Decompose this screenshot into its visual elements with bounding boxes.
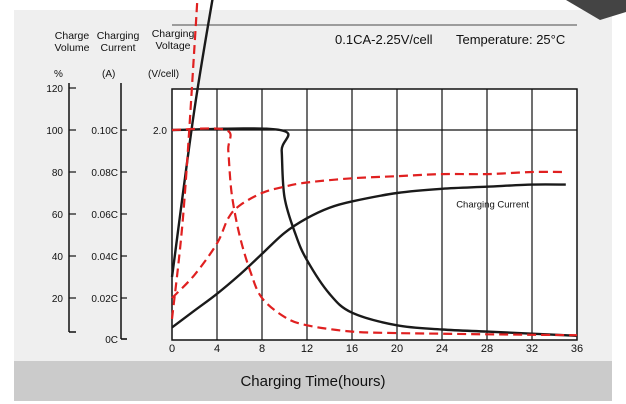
volume-tick-label: 80: [52, 168, 64, 179]
current-tick-label: 0C: [105, 335, 118, 346]
plot-area: [171, 88, 578, 341]
volume-tick-label: 100: [46, 126, 63, 137]
hundred-percent-charged-volume-line: [171, 183, 566, 329]
x-tick-label: 12: [301, 343, 313, 355]
charging-voltage-label: Charging Voltage: [152, 28, 195, 52]
charging-current-label: Charging Current: [97, 30, 140, 54]
current-tick-label: 0.04C: [91, 252, 118, 263]
current-tick-label: 0.06C: [91, 210, 118, 221]
temperature-label: Temperature: 25°C: [456, 32, 565, 47]
x-tick-label: 28: [481, 343, 493, 355]
test-condition-label: 0.1CA-2.25V/cell: [335, 32, 433, 47]
charge-volume-label: Charge Volume: [54, 30, 89, 54]
voltage-unit-label: (V/cell): [148, 69, 179, 80]
fifty-percent-charging-current-line: [171, 127, 578, 337]
curve-annotation-label: Charging Current: [456, 200, 529, 211]
volume-tick-label: 20: [52, 294, 64, 305]
data-series: [170, 0, 578, 337]
axis-ticks: 0 4 8 12 16 20 24 28 32 36 20 40 60 80 100 120 0C 0.02C 0.…: [46, 84, 583, 355]
x-tick-label: 16: [346, 343, 358, 355]
x-tick-label: 36: [571, 343, 583, 355]
fifty-percent-charge-voltage-line: [170, 0, 199, 320]
volume-tick-label: 60: [52, 210, 64, 221]
x-tick-label: 4: [214, 343, 220, 355]
corner-tab: [566, 0, 626, 20]
x-axis-title: Charging Time(hours): [240, 373, 385, 390]
voltage-tick-label: 2.0: [153, 126, 167, 137]
current-unit-label: (A): [102, 69, 115, 80]
volume-tick-label: 40: [52, 252, 64, 263]
x-tick-label: 24: [436, 343, 448, 355]
hundred-percent-charging-current-line: [171, 127, 578, 337]
current-tick-label: 0.08C: [91, 168, 118, 179]
x-tick-label: 8: [259, 343, 265, 355]
x-tick-label: 32: [526, 343, 538, 355]
hundred-percent-charge-voltage-line: [170, 0, 214, 278]
plot-grid: [171, 24, 578, 341]
fifty-percent-charged-volume-line: [171, 170, 566, 299]
x-tick-label: 0: [169, 343, 175, 355]
x-tick-label: 20: [391, 343, 403, 355]
volume-unit-label: %: [54, 69, 63, 80]
current-tick-label: 0.10C: [91, 126, 118, 137]
chart-footer-band: [14, 361, 612, 401]
volume-tick-label: 120: [46, 84, 63, 95]
curve-annotations: Charged VolumeCharge Voltage(Constant 2.…: [456, 200, 529, 211]
current-tick-label: 0.02C: [91, 294, 118, 305]
